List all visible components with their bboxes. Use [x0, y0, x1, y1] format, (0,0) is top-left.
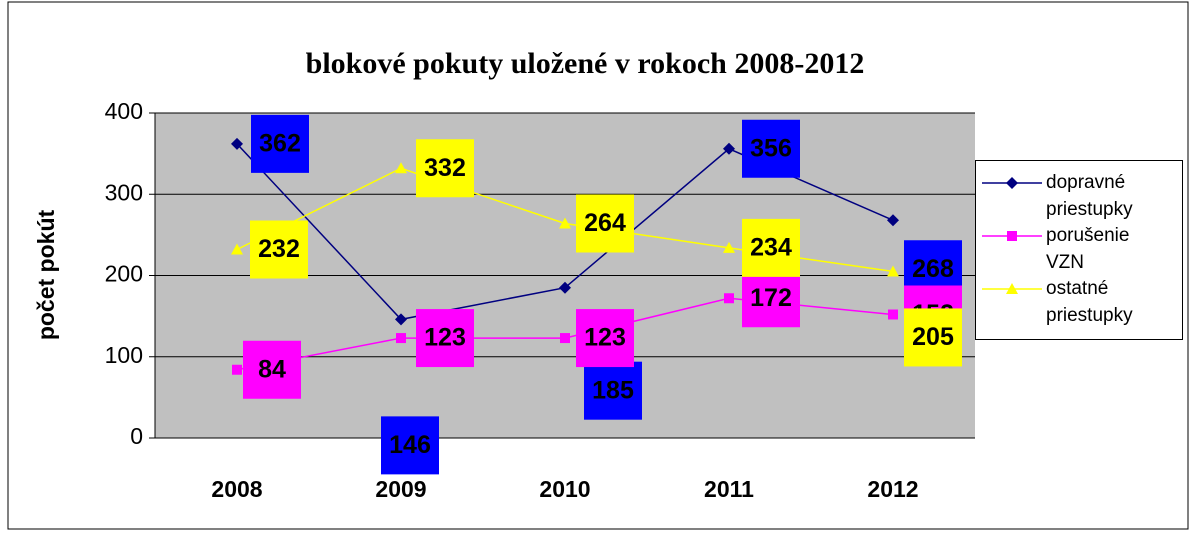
marker — [231, 137, 243, 150]
marker — [887, 214, 899, 227]
data-label-box — [381, 416, 439, 475]
legend-symbol — [982, 283, 1042, 294]
data-label-box — [904, 308, 962, 367]
data-label-box — [250, 220, 308, 279]
x-tick-label: 2008 — [211, 476, 262, 502]
data-label: 232 — [258, 235, 300, 263]
chart-title: blokové pokuty uložené v rokoch 2008-201… — [306, 47, 865, 80]
data-label: 185 — [592, 376, 634, 404]
marker — [395, 313, 407, 326]
data-label: 332 — [424, 154, 466, 182]
legend-item: dopravné priestupky — [976, 161, 1184, 220]
data-label-box — [576, 194, 634, 253]
x-tick-label: 2012 — [867, 476, 918, 502]
data-label: 84 — [258, 355, 286, 383]
data-label-box — [584, 361, 642, 420]
data-label: 146 — [389, 431, 431, 459]
marker — [396, 333, 406, 344]
data-label: 268 — [912, 255, 954, 283]
data-label: 362 — [259, 129, 301, 157]
data-label: 123 — [424, 324, 466, 352]
data-label: 205 — [912, 323, 954, 351]
legend: dopravné priestupky porušenie VZN ostatné … — [975, 160, 1183, 340]
marker — [560, 333, 570, 344]
data-label: 172 — [750, 284, 792, 312]
marker — [1006, 283, 1018, 294]
y-tick-label: 200 — [105, 261, 143, 287]
y-tick-label: 0 — [130, 423, 143, 449]
legend-label: ostatné priestupky — [1046, 278, 1133, 326]
x-tick-label: 2010 — [539, 476, 590, 502]
data-label-box — [416, 139, 474, 198]
marker — [231, 243, 243, 255]
data-label-box — [576, 309, 634, 368]
legend-label: dopravné priestupky — [1046, 172, 1133, 220]
data-label-box — [742, 218, 800, 277]
y-tick-label: 400 — [105, 98, 143, 124]
marker — [395, 162, 407, 174]
data-label: 264 — [584, 209, 626, 237]
legend-symbol — [982, 231, 1042, 241]
x-tick-label: 2009 — [375, 476, 426, 502]
marker — [724, 293, 734, 304]
x-tick-label: 2011 — [704, 476, 754, 502]
legend-item: ostatné priestupky — [976, 267, 1184, 326]
marker — [887, 265, 899, 277]
marker — [723, 241, 735, 253]
marker — [232, 364, 242, 375]
legend-label: porušenie VZN — [1046, 225, 1130, 273]
y-tick-label: 100 — [105, 342, 143, 368]
data-label-box — [742, 269, 800, 328]
marker — [559, 281, 571, 294]
marker — [888, 309, 898, 320]
data-label: 234 — [750, 233, 792, 261]
marker — [1006, 177, 1018, 189]
data-label: 356 — [750, 134, 792, 162]
marker — [1007, 231, 1017, 241]
legend-item: porušenie VZN — [976, 214, 1184, 273]
data-label: 123 — [584, 324, 626, 352]
legend-symbol — [982, 177, 1042, 189]
data-label-box — [251, 114, 309, 173]
data-label-box — [742, 119, 800, 178]
data-label-box — [416, 309, 474, 368]
marker — [723, 142, 735, 155]
y-axis-label: počet pokút — [33, 210, 59, 341]
marker — [559, 217, 571, 229]
data-label-box — [243, 340, 301, 399]
y-tick-label: 300 — [105, 179, 143, 205]
